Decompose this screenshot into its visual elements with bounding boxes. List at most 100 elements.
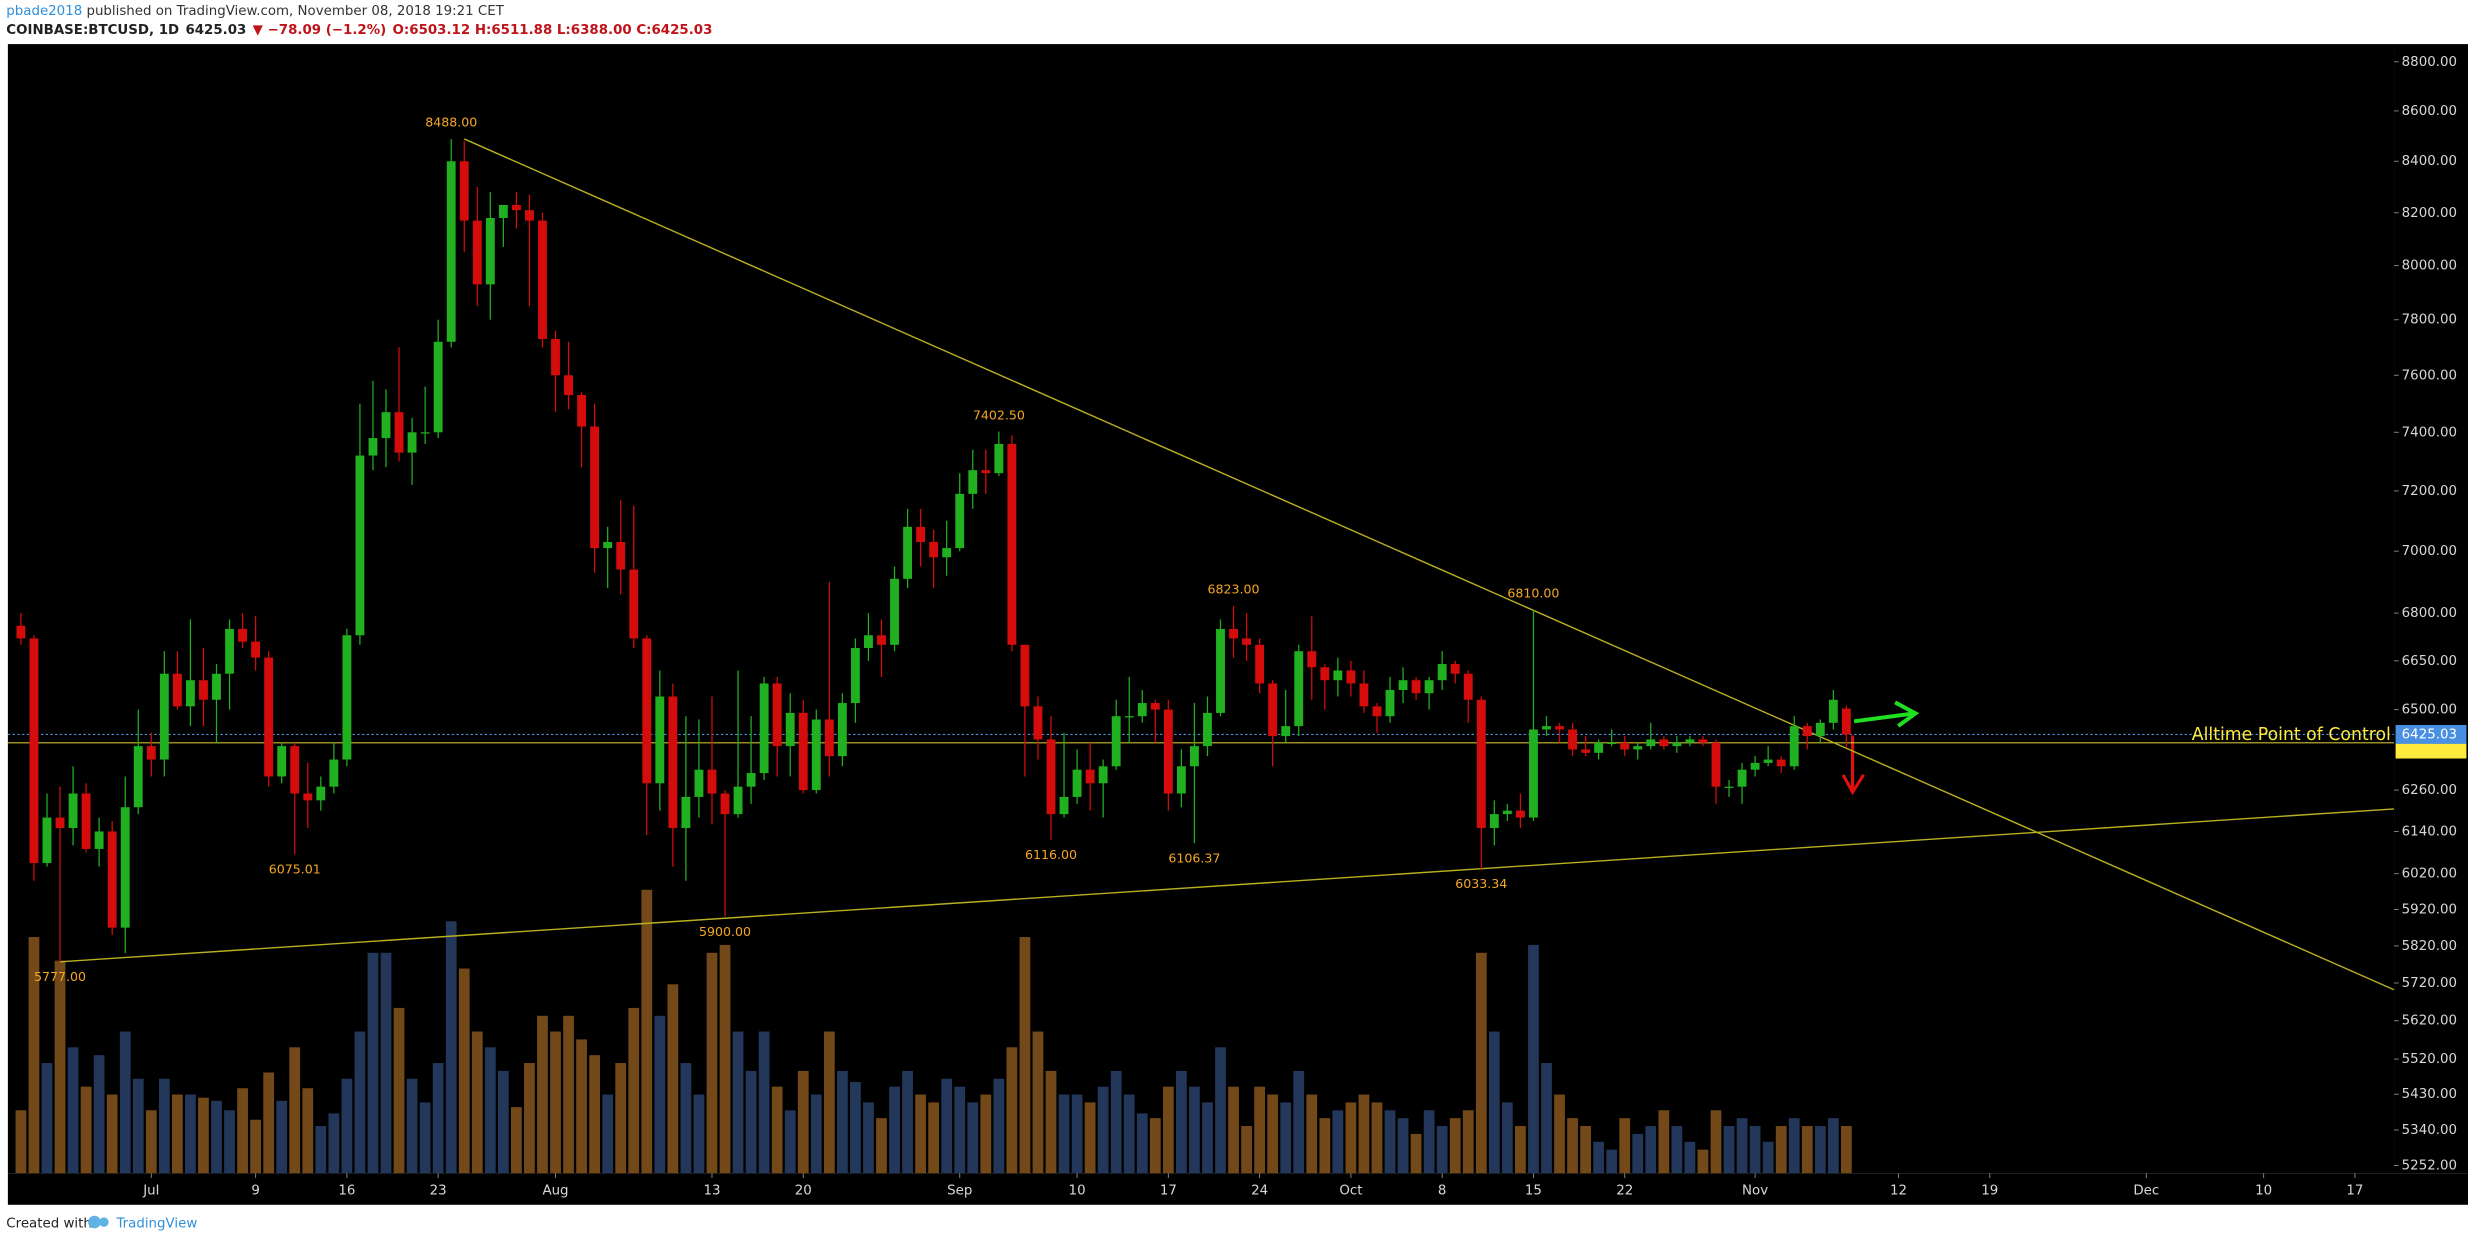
- candle-body: [525, 210, 534, 221]
- volume-bar: [1606, 1149, 1618, 1174]
- volume-bar: [1384, 1110, 1396, 1174]
- volume-bar: [1241, 1126, 1252, 1174]
- candle-body: [420, 432, 430, 434]
- volume-bar: [198, 1097, 209, 1174]
- footer-created: Created with: [6, 1217, 92, 1232]
- candle-body: [616, 541, 626, 570]
- volume-bar: [1449, 1118, 1461, 1174]
- candle-body: [955, 493, 965, 549]
- volume-bar: [967, 1102, 979, 1174]
- candle-body: [1020, 644, 1030, 707]
- x-tick-label: 8: [1438, 1184, 1447, 1199]
- candle-body: [1333, 670, 1343, 681]
- y-tick-label: 6140.00: [2402, 824, 2457, 839]
- y-tick-label: 7600.00: [2402, 368, 2457, 383]
- candle-body: [407, 432, 417, 453]
- volume-bar: [211, 1100, 222, 1174]
- volume-bar: [745, 1070, 757, 1174]
- candle-body: [1216, 628, 1225, 713]
- candle-body: [1763, 759, 1773, 763]
- y-tick-label: 8200.00: [2402, 206, 2457, 221]
- last-price-label: 6425.03: [2402, 727, 2457, 742]
- last-price: 6425.03: [185, 23, 246, 38]
- candle-body: [1163, 709, 1173, 794]
- volume-bar: [1515, 1126, 1526, 1174]
- candle-body: [864, 635, 873, 649]
- footer-brand[interactable]: TradingView: [115, 1217, 197, 1232]
- candle-body: [1476, 699, 1486, 828]
- volume-bar: [1710, 1110, 1722, 1174]
- arrow-up-head: [1894, 700, 1920, 728]
- volume-bar: [80, 1086, 92, 1174]
- y-tick-label: 5252.00: [2402, 1159, 2457, 1174]
- volume-bar: [823, 1031, 835, 1174]
- volume-bar: [902, 1070, 913, 1174]
- price-annotation: 6075.01: [269, 861, 321, 876]
- candle-body: [1294, 651, 1304, 727]
- x-tick-label: 23: [430, 1184, 447, 1199]
- candle-body: [1594, 742, 1604, 753]
- candle-body: [29, 638, 39, 864]
- volume-bar: [302, 1088, 314, 1174]
- volume-bar: [1436, 1126, 1448, 1174]
- volume-bar: [797, 1070, 809, 1174]
- candle-body: [1203, 712, 1212, 747]
- candle-body: [485, 218, 495, 285]
- y-tick-label: 6800.00: [2402, 606, 2457, 621]
- volume-bar: [576, 1039, 587, 1174]
- x-tick-label: Aug: [542, 1184, 568, 1199]
- candle-body: [1229, 628, 1238, 639]
- volume-bar: [1228, 1086, 1239, 1174]
- x-tick-label: 13: [703, 1184, 720, 1199]
- volume-bar: [132, 1078, 144, 1174]
- candle-body: [824, 719, 834, 757]
- candle-body: [511, 204, 521, 211]
- candle-body: [1242, 638, 1252, 645]
- volume-bar: [1176, 1070, 1187, 1174]
- candle-body: [172, 673, 182, 707]
- volume-bar: [1475, 952, 1487, 1174]
- volume-bar: [628, 1007, 640, 1174]
- volume-bar: [1097, 1086, 1109, 1174]
- volume-bar: [524, 1063, 535, 1174]
- candle-body: [1150, 703, 1160, 710]
- x-tick-label: 24: [1251, 1184, 1268, 1199]
- volume-bar: [1397, 1118, 1409, 1174]
- price-annotation: 6823.00: [1208, 582, 1260, 597]
- volume-bar: [771, 1086, 783, 1174]
- volume-bar: [1319, 1118, 1331, 1174]
- candle-body: [785, 712, 795, 747]
- volume-bar: [1358, 1094, 1370, 1174]
- published: published on TradingView.com, November 0…: [82, 4, 504, 19]
- candle-body: [199, 680, 208, 700]
- volume-bar: [432, 1063, 444, 1174]
- candle-body: [120, 807, 130, 928]
- username[interactable]: pbade2018: [6, 4, 82, 19]
- candle-body: [968, 470, 978, 494]
- volume-bar: [1736, 1118, 1748, 1174]
- y-tick-label: 5920.00: [2402, 902, 2457, 917]
- candle-body: [538, 220, 547, 340]
- price-annotation: 8488.00: [425, 115, 477, 130]
- candle-body: [1398, 680, 1408, 690]
- y-tick-label: 5720.00: [2402, 976, 2457, 991]
- candle-body: [1281, 726, 1291, 737]
- candle-body: [551, 339, 560, 376]
- x-tick-label: Dec: [2133, 1184, 2159, 1199]
- x-tick-label: 15: [1525, 1184, 1542, 1199]
- candle-body: [1124, 716, 1134, 718]
- candle-body: [1672, 742, 1682, 747]
- candle-body: [1711, 742, 1721, 787]
- candle-body: [55, 817, 65, 828]
- volume-bar: [93, 1055, 105, 1174]
- candle-body: [1502, 810, 1512, 815]
- y-tick-label: 6260.00: [2402, 783, 2457, 798]
- volume-bar: [758, 1031, 770, 1174]
- volume-bar: [1762, 1141, 1774, 1174]
- volume-bar: [1775, 1126, 1787, 1174]
- volume-bar: [1697, 1149, 1709, 1174]
- volume-bar: [1045, 1070, 1057, 1174]
- x-tick-label: 9: [251, 1184, 260, 1199]
- x-tick-label: 20: [795, 1184, 812, 1199]
- candle-body: [681, 796, 691, 828]
